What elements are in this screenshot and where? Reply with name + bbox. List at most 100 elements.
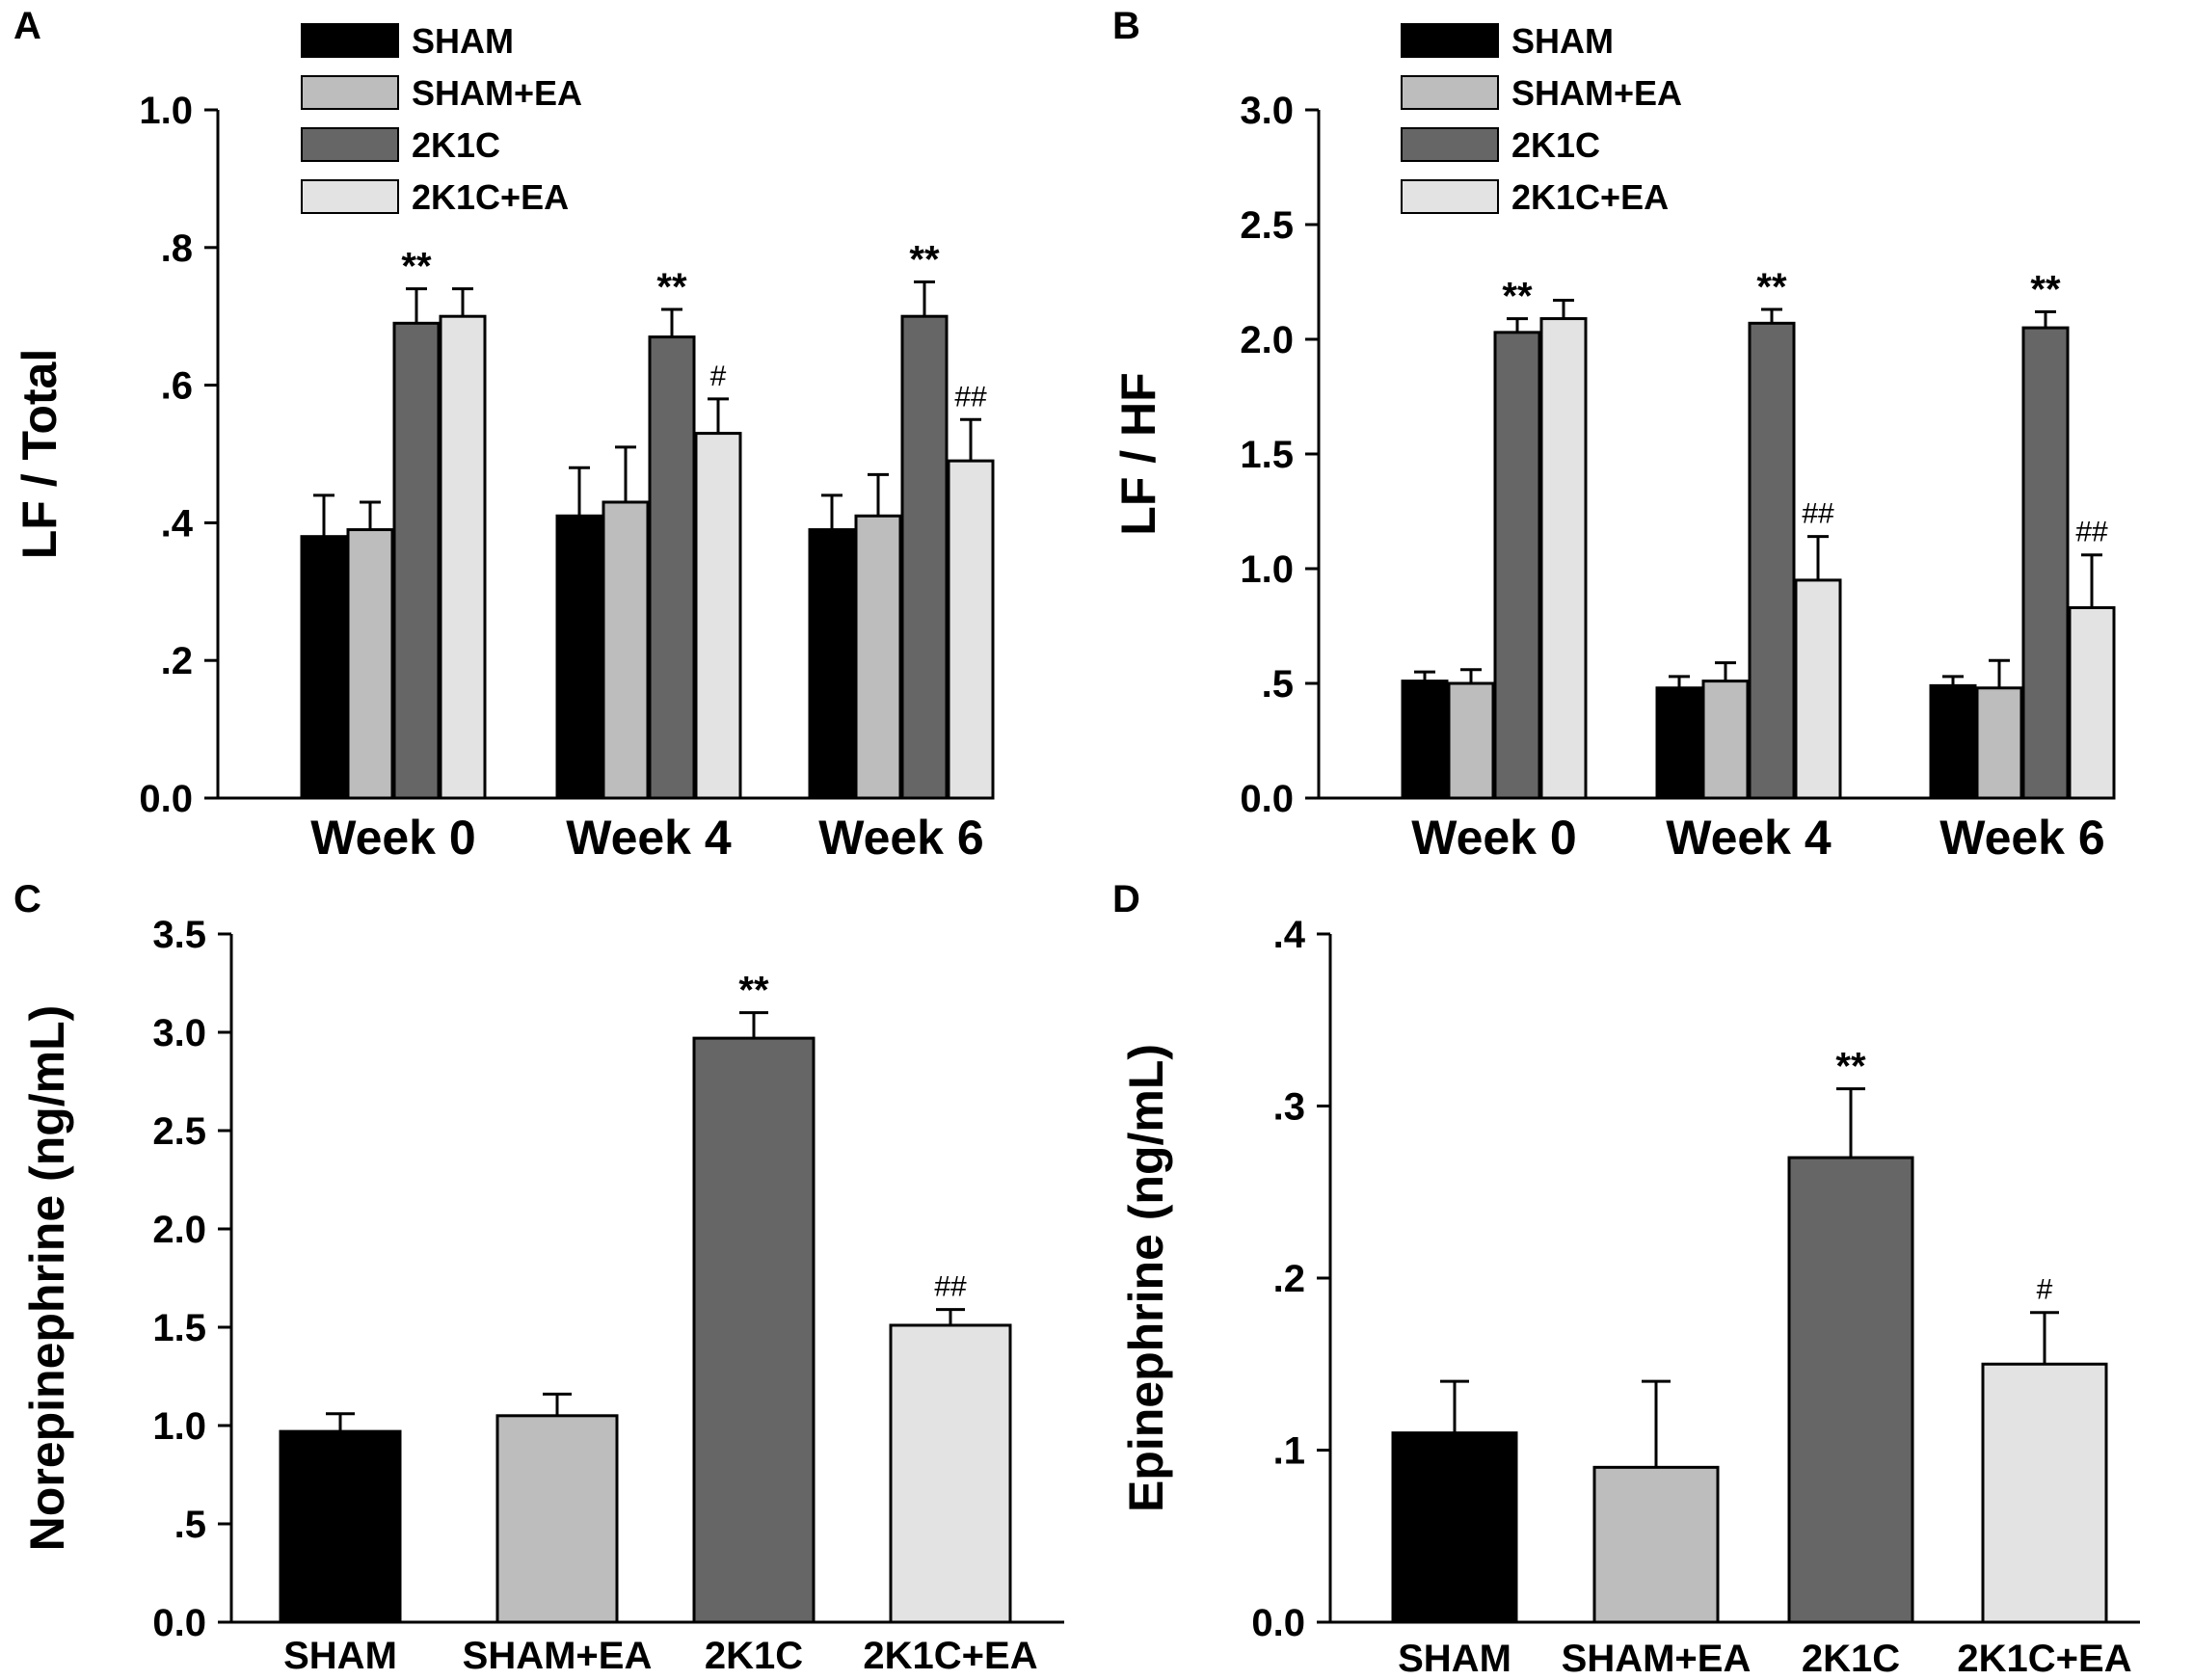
panel-b-y-tick-label: 2.5 bbox=[1240, 204, 1294, 247]
panel-c-y-tick-label: 1.5 bbox=[152, 1307, 206, 1349]
panel-d-y-tick-label: 0.0 bbox=[1251, 1602, 1305, 1644]
panel-b-bar-2k1c-ea-2 bbox=[2068, 605, 2116, 800]
panel-b-y-tick-label: 1.5 bbox=[1240, 434, 1294, 476]
panel-c-y-tick-label: 0.0 bbox=[152, 1602, 206, 1644]
panel-b-bar-sham-0 bbox=[1401, 680, 1449, 800]
panel-b-legend-label: SHAM bbox=[1511, 21, 1614, 61]
panel-b-significance-label: ** bbox=[1502, 276, 1533, 318]
panel-a-y-tick-label: 1.0 bbox=[139, 90, 193, 132]
panel-a-y-tick-label: .4 bbox=[161, 502, 194, 545]
panel-a-legend-swatch bbox=[301, 127, 399, 162]
panel-b-bar-sham-ea-0 bbox=[1447, 681, 1495, 800]
panel-b-y-tick-label: 0.0 bbox=[1240, 778, 1294, 820]
panel-d-letter: D bbox=[1112, 878, 1140, 920]
panel-b-y-axis-label: LF / HF bbox=[1111, 372, 1165, 535]
panel-d-category-label: 2K1C bbox=[1802, 1638, 1900, 1680]
panel-b-bar-2k1c-0 bbox=[1493, 331, 1541, 800]
panel-b: B LF / HF 0.0 .5 1.0 1.5 2.0 2.5 3.0 Week 0 Week… bbox=[1111, 5, 2116, 865]
panel-c-category-label: 2K1C+EA bbox=[863, 1635, 1037, 1677]
panel-b-y-tick-label: .5 bbox=[1262, 663, 1294, 706]
panel-b-legend-label: 2K1C bbox=[1511, 125, 1600, 165]
panel-a-letter: A bbox=[13, 5, 41, 47]
panel-a-bar-sham-ea-2 bbox=[854, 514, 902, 800]
panel-d-bar-2k1c-ea bbox=[1981, 1362, 2108, 1624]
panel-c-bar-sham-ea bbox=[495, 1414, 619, 1624]
panel-a-legend-label: 2K1C+EA bbox=[412, 177, 569, 217]
panel-a-bar-2k1c-ea-0 bbox=[439, 314, 487, 800]
panel-a-legend-label: 2K1C bbox=[412, 125, 500, 165]
panel-d-marks: 0.0 .1 .2 .3 .4 SHAM SHAM+EA ** 2K1C #2K1C+EA bbox=[1251, 914, 2140, 1680]
panel-a-category-label: Week 0 bbox=[310, 811, 475, 865]
panel-c-bar-2k1c-ea bbox=[889, 1323, 1012, 1624]
panel-b-legend-label: SHAM+EA bbox=[1511, 73, 1682, 113]
panel-b-bar-2k1c-1 bbox=[1748, 321, 1796, 800]
panel-b-bar-sham-1 bbox=[1655, 686, 1703, 800]
panel-a-legend: SHAM SHAM+EA 2K1C 2K1C+EA bbox=[301, 21, 582, 217]
panel-a-legend-swatch bbox=[301, 23, 399, 58]
panel-c-y-axis-label: Norepinephrine (ng/mL) bbox=[20, 1005, 74, 1552]
panel-a-category-label: Week 4 bbox=[566, 811, 732, 865]
panel-d-significance-label: ** bbox=[1835, 1046, 1866, 1088]
panel-d-bar-sham bbox=[1391, 1431, 1518, 1624]
panel-a-significance-label: ** bbox=[656, 266, 687, 308]
panel-a-bar-sham-0 bbox=[300, 535, 348, 800]
panel-a-bar-sham-ea-1 bbox=[602, 500, 650, 800]
panel-d: D Epinephrine (ng/mL) 0.0 .1 .2 .3 .4 SHAM SHA… bbox=[1112, 878, 2140, 1680]
panel-b-y-tick-label: 1.0 bbox=[1240, 548, 1294, 591]
panel-a-bar-2k1c-0 bbox=[392, 321, 441, 800]
panel-b-bar-2k1c-2 bbox=[2021, 326, 2070, 800]
panel-b-legend-label: 2K1C+EA bbox=[1511, 177, 1669, 217]
panel-a-bar-sham-1 bbox=[555, 514, 603, 800]
panel-b-marks: 0.0 .5 1.0 1.5 2.0 2.5 3.0 Week 0 Week 4 Week 6 **… bbox=[1240, 90, 2116, 865]
panel-b-bar-2k1c-ea-0 bbox=[1539, 317, 1588, 800]
panel-c-y-tick-label: 3.0 bbox=[152, 1012, 206, 1054]
panel-c-category-label: 2K1C bbox=[705, 1635, 803, 1677]
panel-b-category-label: Week 0 bbox=[1411, 811, 1576, 865]
panel-c-marks: 0.0 .5 1.0 1.5 2.0 2.5 3.0 3.5 SHAM SHAM+EA ** 2K1C… bbox=[152, 914, 1064, 1677]
panel-a-y-tick-label: 0.0 bbox=[139, 778, 193, 820]
panel-a-legend-swatch bbox=[301, 179, 399, 214]
panel-b-legend-swatch bbox=[1401, 179, 1499, 214]
panel-d-category-label: SHAM+EA bbox=[1562, 1638, 1752, 1680]
panel-d-y-axis-label: Epinephrine (ng/mL) bbox=[1119, 1044, 1173, 1512]
panel-a-y-tick-label: .6 bbox=[161, 365, 193, 408]
panel-d-y-tick-label: .4 bbox=[1273, 914, 1306, 956]
panel-a-bar-2k1c-1 bbox=[648, 335, 696, 800]
panel-a-category-label: Week 6 bbox=[818, 811, 983, 865]
panel-b-bar-2k1c-ea-1 bbox=[1794, 578, 1842, 800]
panel-a-legend-label: SHAM bbox=[412, 21, 514, 61]
panel-c-significance-label: ## bbox=[934, 1271, 967, 1303]
panel-b-y-tick-label: 3.0 bbox=[1240, 90, 1294, 132]
panel-c-category-label: SHAM+EA bbox=[463, 1635, 653, 1677]
panel-c-significance-label: ** bbox=[738, 970, 769, 1012]
panel-a-bar-sham-ea-0 bbox=[346, 528, 394, 800]
panel-b-legend: SHAM SHAM+EA 2K1C 2K1C+EA bbox=[1401, 21, 1682, 217]
panel-c-y-tick-label: 2.0 bbox=[152, 1209, 206, 1251]
panel-b-category-label: Week 4 bbox=[1666, 811, 1832, 865]
panel-d-y-tick-label: .2 bbox=[1273, 1258, 1305, 1300]
panel-c-y-tick-label: .5 bbox=[174, 1504, 206, 1546]
panel-d-bar-2k1c bbox=[1787, 1156, 1914, 1624]
panel-a-y-tick-label: .8 bbox=[161, 227, 193, 270]
panel-a-bar-2k1c-2 bbox=[900, 314, 949, 800]
panel-d-category-label: SHAM bbox=[1398, 1638, 1511, 1680]
panel-b-legend-swatch bbox=[1401, 23, 1499, 58]
panel-b-significance-label: ** bbox=[2030, 268, 2061, 310]
panel-a-legend-label: SHAM+EA bbox=[412, 73, 582, 113]
panel-d-category-label: 2K1C+EA bbox=[1957, 1638, 2131, 1680]
panel-c-bar-2k1c bbox=[692, 1036, 816, 1624]
panel-c-y-tick-label: 3.5 bbox=[152, 914, 206, 956]
panel-a-bar-2k1c-ea-2 bbox=[947, 459, 995, 800]
panel-c-category-label: SHAM bbox=[283, 1635, 397, 1677]
panel-a-y-axis-label: LF / Total bbox=[13, 349, 67, 559]
panel-c-y-tick-label: 2.5 bbox=[152, 1110, 206, 1153]
panel-b-significance-label: ** bbox=[1756, 266, 1787, 308]
panel-c: C Norepinephrine (ng/mL) 0.0 .5 1.0 1.5 2.0 2… bbox=[13, 878, 1064, 1677]
panel-c-letter: C bbox=[13, 878, 41, 920]
panel-a-legend-swatch bbox=[301, 75, 399, 110]
panel-b-y-tick-label: 2.0 bbox=[1240, 319, 1294, 361]
panel-d-significance-label: # bbox=[2037, 1274, 2053, 1306]
panel-b-significance-label: ## bbox=[1802, 498, 1834, 530]
